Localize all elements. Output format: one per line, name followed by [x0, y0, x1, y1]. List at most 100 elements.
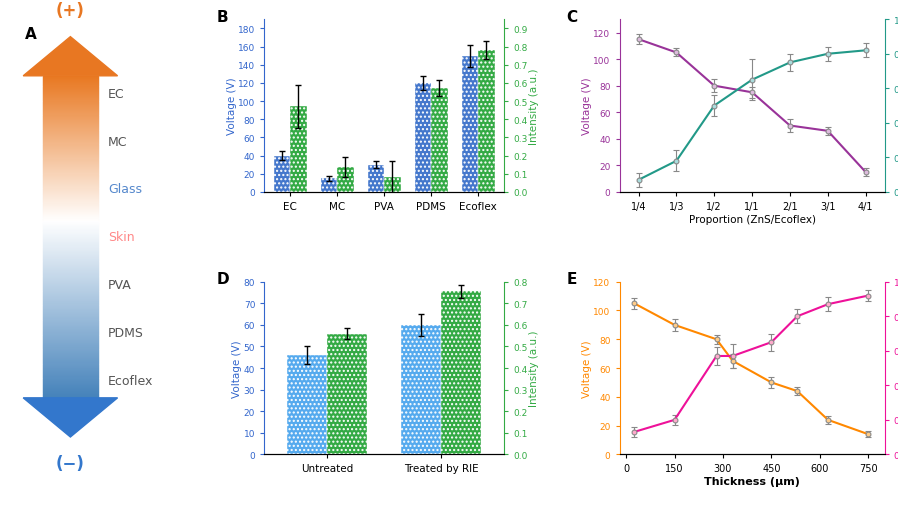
Bar	[42, 237, 98, 238]
Bar	[42, 185, 98, 186]
Bar	[42, 77, 98, 78]
Bar	[42, 183, 98, 184]
Bar	[42, 217, 98, 218]
Bar	[42, 88, 98, 89]
Bar	[42, 216, 98, 217]
Bar	[42, 172, 98, 173]
Text: MC: MC	[109, 135, 128, 148]
Bar	[42, 87, 98, 88]
Bar	[42, 123, 98, 124]
Bar	[42, 281, 98, 282]
Bar	[42, 189, 98, 190]
Bar	[42, 210, 98, 211]
Bar	[42, 116, 98, 117]
Bar	[42, 333, 98, 334]
Text: Glass: Glass	[109, 183, 142, 196]
Bar	[42, 209, 98, 210]
Bar	[42, 178, 98, 179]
Bar	[42, 363, 98, 364]
Bar	[42, 249, 98, 250]
Bar	[42, 354, 98, 355]
Bar	[42, 246, 98, 247]
Bar	[42, 184, 98, 185]
Text: E: E	[567, 272, 577, 287]
Bar	[42, 134, 98, 135]
Bar	[42, 252, 98, 254]
Bar	[42, 93, 98, 94]
Bar	[42, 131, 98, 132]
Bar	[42, 317, 98, 318]
Bar	[42, 254, 98, 255]
Bar	[42, 365, 98, 366]
Bar	[42, 213, 98, 214]
Bar	[42, 386, 98, 387]
Bar	[42, 203, 98, 204]
Bar	[42, 262, 98, 263]
Bar	[42, 329, 98, 331]
Bar	[42, 273, 98, 274]
Bar	[42, 198, 98, 199]
Bar	[384, 178, 401, 192]
Bar	[42, 250, 98, 251]
Polygon shape	[23, 398, 118, 437]
Bar	[431, 89, 447, 192]
Text: Skin: Skin	[109, 231, 135, 244]
Bar	[42, 322, 98, 323]
Bar	[42, 99, 98, 100]
Bar	[42, 200, 98, 201]
Bar	[42, 282, 98, 283]
Bar	[42, 154, 98, 155]
Bar	[42, 236, 98, 237]
Bar	[42, 225, 98, 226]
Bar	[42, 334, 98, 335]
Bar	[42, 344, 98, 345]
Bar	[462, 57, 478, 192]
Bar	[42, 327, 98, 328]
Bar	[42, 100, 98, 102]
Bar	[42, 108, 98, 109]
Bar	[42, 336, 98, 337]
Bar	[42, 298, 98, 299]
Bar	[42, 352, 98, 353]
Bar	[42, 111, 98, 112]
Y-axis label: Voltage (V): Voltage (V)	[233, 339, 242, 397]
Bar	[42, 335, 98, 336]
Bar	[42, 382, 98, 383]
Bar	[42, 119, 98, 120]
Bar	[42, 211, 98, 212]
Bar	[42, 187, 98, 188]
Bar	[42, 167, 98, 168]
Bar	[367, 165, 384, 192]
Bar	[42, 294, 98, 295]
Bar	[42, 243, 98, 244]
Bar	[42, 338, 98, 339]
Bar	[42, 248, 98, 249]
Bar	[42, 367, 98, 368]
Bar	[42, 264, 98, 265]
Bar	[42, 258, 98, 259]
Bar	[42, 368, 98, 369]
Bar	[42, 375, 98, 376]
Bar	[42, 347, 98, 349]
Text: Ecoflex: Ecoflex	[109, 374, 154, 387]
Bar	[42, 133, 98, 134]
Bar	[42, 85, 98, 86]
Bar	[42, 231, 98, 232]
Bar	[42, 173, 98, 174]
Bar	[42, 355, 98, 356]
Bar	[42, 215, 98, 216]
X-axis label: Proportion (ZnS/Ecoflex): Proportion (ZnS/Ecoflex)	[689, 214, 815, 224]
Bar	[290, 107, 306, 192]
Bar	[42, 261, 98, 262]
Bar	[42, 263, 98, 264]
Bar	[42, 342, 98, 343]
Bar	[42, 244, 98, 245]
Bar	[42, 186, 98, 187]
Bar	[42, 229, 98, 230]
Bar	[42, 340, 98, 341]
Bar	[42, 191, 98, 192]
Bar	[42, 195, 98, 196]
Bar	[42, 164, 98, 165]
Bar	[42, 139, 98, 140]
Bar	[42, 152, 98, 153]
